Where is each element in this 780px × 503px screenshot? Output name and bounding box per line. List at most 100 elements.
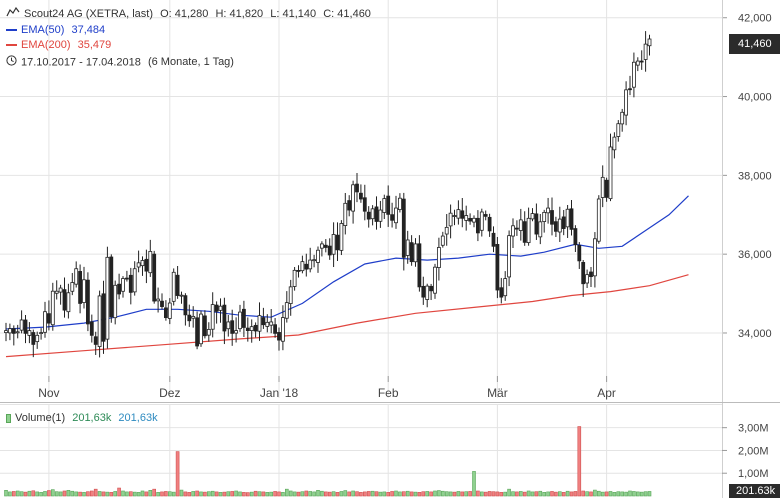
volume-bar [35, 491, 40, 497]
candle-body [518, 219, 523, 231]
volume-value-2: 201,63k [118, 412, 158, 424]
candle-body [214, 304, 219, 312]
volume-bar [487, 491, 492, 497]
volume-bar [600, 491, 605, 497]
volume-bar [15, 490, 20, 497]
candle-body [382, 198, 387, 213]
candle-body [269, 321, 274, 326]
volume-bar [121, 490, 125, 497]
volume-bar [226, 491, 231, 497]
ema50-label: EMA(50) [21, 24, 65, 36]
volume-bar [284, 488, 289, 497]
volume-bar [437, 490, 441, 497]
volume-bar [300, 491, 305, 497]
volume-bar [109, 492, 114, 497]
ema50-value: 37,484 [71, 24, 106, 36]
volume-bar [518, 491, 523, 497]
x-tick-label: Nov [38, 386, 59, 400]
candle-body [538, 221, 543, 238]
candle-body [581, 262, 586, 285]
candle-body [620, 111, 625, 125]
volume-bar [569, 491, 574, 497]
candle-body [468, 218, 473, 222]
candle-body [47, 313, 51, 324]
volume-bar [140, 490, 145, 497]
candle-body [335, 234, 340, 251]
volume-bar [23, 491, 28, 497]
volume-bar [86, 491, 90, 497]
candle-body [413, 243, 418, 263]
candle-body [284, 302, 289, 319]
candle-body [507, 235, 512, 278]
volume-bar [359, 492, 363, 497]
ema50-swatch [6, 29, 17, 32]
volume-bar [144, 491, 149, 497]
ema-line-ema200 [5, 274, 689, 358]
volume-bar [203, 491, 207, 497]
candle-body [491, 232, 496, 247]
candle-body [132, 268, 137, 293]
volume-bar [643, 491, 648, 497]
volume-bar [125, 491, 129, 497]
open-label: O: [160, 7, 172, 20]
candle-body [230, 320, 235, 334]
y-tick-label: 38,000 [738, 170, 772, 182]
candle-body [234, 330, 239, 334]
candle-body [23, 319, 28, 334]
candle-body [195, 317, 200, 347]
volume-bar [476, 490, 480, 497]
volume-bar [335, 492, 340, 497]
candle-body [534, 213, 539, 235]
legend-ema200: EMA(200) 35,479 [6, 39, 111, 52]
candle-body [639, 60, 644, 63]
volume-bar [43, 491, 47, 497]
volume-bar [526, 490, 531, 497]
volume-bar [31, 490, 36, 497]
candle-body [394, 207, 398, 224]
candle-body [93, 336, 98, 345]
y-tick-label: 34,000 [738, 328, 772, 340]
low-label: L: [270, 7, 280, 20]
volume-bar [218, 492, 223, 497]
candle-body [226, 321, 231, 330]
volume-bar [27, 490, 32, 497]
volume-bar [191, 491, 195, 497]
volume-bar [366, 491, 371, 497]
candle-body [308, 259, 313, 270]
volume-bar [557, 491, 562, 497]
candle-body [58, 287, 63, 293]
volume-bar [90, 490, 94, 497]
legend-volume: Volume(1) 201,63k 201,63k [6, 412, 158, 425]
candle-body [144, 258, 149, 272]
candle-body [405, 239, 410, 256]
volume-bar [312, 491, 316, 497]
volume-bar [62, 490, 67, 497]
volume-bar [164, 491, 168, 497]
volume-bar [507, 488, 511, 497]
candle-body [448, 212, 453, 227]
volume-bar [596, 490, 601, 497]
candle-body [265, 321, 270, 327]
volume-bar [370, 490, 375, 497]
volume-bar [628, 490, 632, 497]
volume-bar [277, 491, 281, 497]
candle-body [386, 195, 391, 215]
candle-body [643, 43, 648, 60]
candle-body [148, 251, 153, 274]
candle-body [97, 295, 102, 347]
volume-bar [440, 490, 445, 497]
candle-body [109, 256, 114, 318]
volume-bar [207, 491, 211, 497]
volume-bar [82, 492, 86, 497]
volume-label: Volume(1) [15, 412, 66, 424]
candle-body [312, 259, 317, 262]
volume-bar [448, 491, 453, 497]
volume-bar [409, 491, 414, 497]
y-tick-label: 42,000 [738, 13, 772, 25]
candle-body [608, 146, 613, 200]
candle-body [175, 274, 180, 296]
candle-body [429, 285, 434, 292]
x-tick-label: Dez [159, 386, 180, 400]
volume-bar [249, 491, 254, 497]
